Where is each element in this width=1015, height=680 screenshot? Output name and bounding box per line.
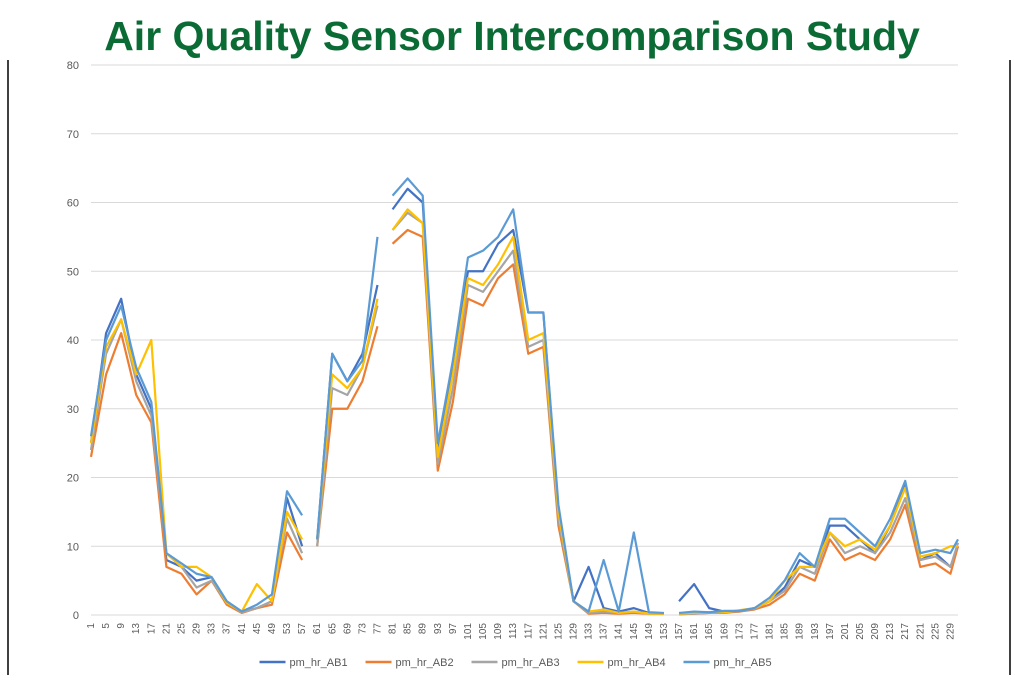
x-tick-label: 93 bbox=[433, 623, 444, 635]
x-tick-label: 17 bbox=[146, 623, 157, 635]
x-tick-label: 133 bbox=[584, 623, 595, 640]
x-tick-label: 121 bbox=[538, 623, 549, 640]
x-tick-label: 161 bbox=[689, 623, 700, 640]
y-tick-label: 60 bbox=[67, 198, 79, 210]
x-tick-label: 65 bbox=[327, 623, 338, 635]
x-tick-label: 45 bbox=[252, 623, 263, 635]
x-tick-label: 37 bbox=[222, 623, 233, 635]
x-tick-label: 29 bbox=[192, 623, 203, 635]
x-tick-label: 77 bbox=[372, 623, 383, 635]
x-tick-label: 225 bbox=[930, 623, 941, 640]
x-tick-label: 137 bbox=[599, 623, 610, 640]
x-tick-label: 165 bbox=[704, 623, 715, 640]
x-tick-label: 73 bbox=[357, 623, 368, 635]
legend-label: pm_hr_AB5 bbox=[714, 657, 772, 669]
x-tick-label: 181 bbox=[765, 623, 776, 640]
x-tick-label: 9 bbox=[116, 623, 127, 629]
x-tick-label: 125 bbox=[553, 623, 564, 640]
y-tick-label: 40 bbox=[67, 335, 79, 347]
x-tick-label: 229 bbox=[945, 623, 956, 640]
x-tick-label: 57 bbox=[297, 623, 308, 635]
y-tick-label: 80 bbox=[67, 60, 79, 72]
x-tick-label: 69 bbox=[342, 623, 353, 635]
x-tick-label: 25 bbox=[176, 623, 187, 635]
x-tick-label: 205 bbox=[855, 623, 866, 640]
x-tick-label: 157 bbox=[674, 623, 685, 640]
x-tick-label: 21 bbox=[161, 623, 172, 635]
x-tick-label: 85 bbox=[403, 623, 414, 635]
y-tick-label: 70 bbox=[67, 129, 79, 141]
x-tick-label: 193 bbox=[810, 623, 821, 640]
x-tick-label: 49 bbox=[267, 623, 278, 635]
x-tick-label: 61 bbox=[312, 623, 323, 635]
x-tick-label: 113 bbox=[508, 623, 519, 639]
legend-label: pm_hr_AB4 bbox=[608, 657, 666, 669]
x-tick-label: 217 bbox=[900, 623, 911, 640]
chart-title: Air Quality Sensor Intercomparison Study bbox=[104, 13, 920, 59]
x-tick-label: 145 bbox=[629, 623, 640, 640]
x-tick-label: 13 bbox=[131, 623, 142, 635]
legend-label: pm_hr_AB1 bbox=[290, 657, 348, 669]
x-tick-label: 185 bbox=[780, 623, 791, 640]
y-tick-label: 10 bbox=[67, 541, 79, 553]
series-line bbox=[89, 177, 959, 615]
x-tick-label: 177 bbox=[749, 623, 760, 640]
x-tick-label: 53 bbox=[282, 623, 293, 635]
y-tick-label: 30 bbox=[67, 404, 79, 416]
x-tick-label: 209 bbox=[870, 623, 881, 640]
legend-label: pm_hr_AB2 bbox=[396, 657, 454, 669]
x-tick-label: 213 bbox=[885, 623, 896, 640]
series-line bbox=[89, 208, 958, 615]
series-line bbox=[89, 228, 960, 616]
x-tick-label: 101 bbox=[463, 623, 474, 640]
x-tick-label: 81 bbox=[388, 623, 399, 635]
x-tick-label: 189 bbox=[795, 623, 806, 640]
x-tick-label: 197 bbox=[825, 623, 836, 640]
y-tick-label: 20 bbox=[67, 473, 79, 485]
x-tick-label: 141 bbox=[614, 623, 625, 640]
x-tick-label: 5 bbox=[101, 623, 112, 629]
x-tick-label: 153 bbox=[659, 623, 670, 640]
x-tick-label: 173 bbox=[734, 623, 745, 640]
y-tick-label: 0 bbox=[73, 610, 79, 622]
series-line bbox=[89, 187, 960, 615]
x-tick-label: 221 bbox=[915, 623, 926, 640]
y-tick-label: 50 bbox=[67, 266, 79, 278]
x-tick-label: 129 bbox=[569, 623, 580, 640]
x-tick-label: 33 bbox=[207, 623, 218, 635]
legend-label: pm_hr_AB3 bbox=[502, 657, 560, 669]
x-tick-label: 117 bbox=[523, 623, 534, 639]
x-tick-label: 201 bbox=[840, 623, 851, 640]
x-tick-label: 105 bbox=[478, 623, 489, 640]
series-line bbox=[89, 211, 960, 616]
x-tick-label: 97 bbox=[448, 623, 459, 635]
x-tick-label: 1 bbox=[86, 623, 97, 629]
x-tick-label: 89 bbox=[418, 623, 429, 635]
x-tick-label: 41 bbox=[237, 623, 248, 635]
x-tick-label: 149 bbox=[644, 623, 655, 640]
x-tick-label: 109 bbox=[493, 623, 504, 640]
x-tick-label: 169 bbox=[719, 623, 730, 640]
